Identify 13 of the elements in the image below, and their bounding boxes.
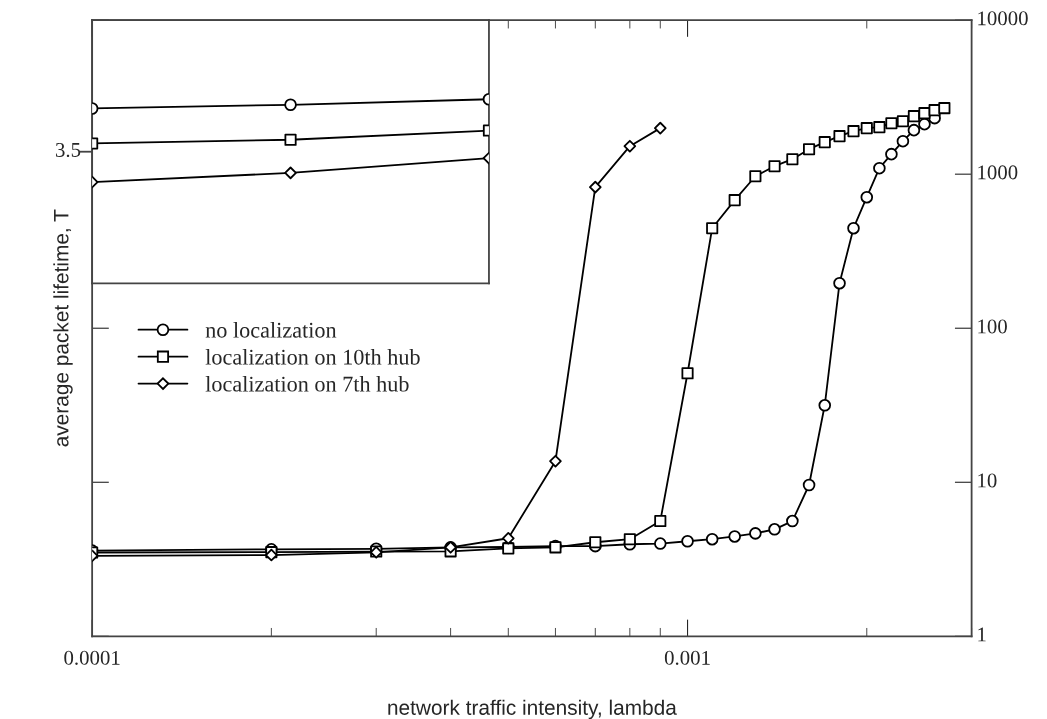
y-tick-label: 1000 [978,165,1018,180]
legend-label: localization on 10th hub [205,349,420,365]
text: 3.5 [55,142,81,158]
x-tick-label: 0.001 [664,650,710,665]
legend-label: no localization [205,322,337,338]
y-axis-title: average packet lifetime, T [53,209,73,447]
x-tick-label: 0.0001 [64,650,120,665]
legend-label: localization on 7th hub [205,375,409,392]
y-tick-label: 10000 [978,11,1028,26]
x-axis-title: network traffic intensity, lambda [388,699,677,719]
y-tick-label: 1 [978,627,986,642]
y-tick-label: 10 [978,473,997,488]
y-tick-label: 100 [978,319,1007,334]
